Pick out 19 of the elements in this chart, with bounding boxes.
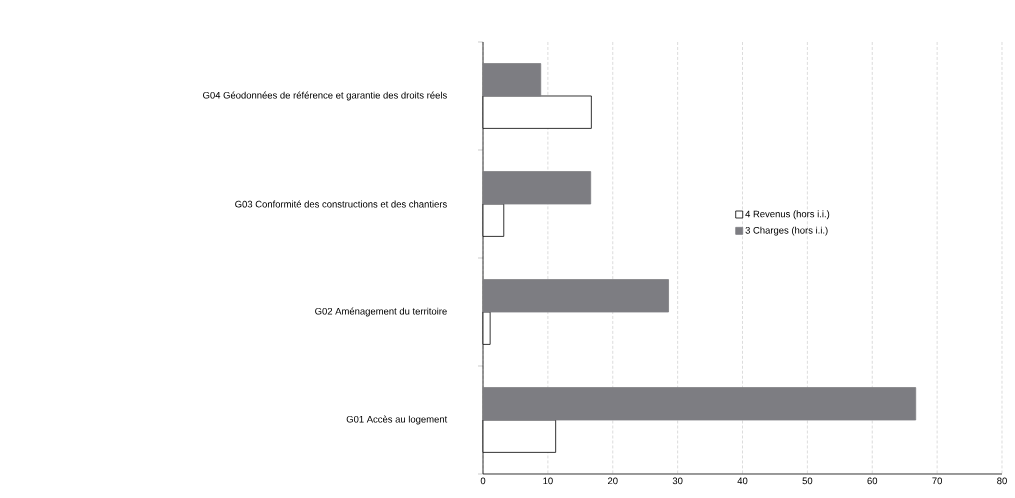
x-tick-label: 40	[737, 477, 748, 485]
x-tick-label: 70	[932, 477, 943, 485]
bar	[482, 279, 669, 313]
bar	[482, 387, 917, 421]
x-tick-label: 60	[867, 477, 878, 485]
x-tick-label: 50	[802, 477, 813, 485]
x-tick-label: 80	[997, 477, 1007, 485]
y-tick-label: G01 Accès au logement	[346, 415, 448, 425]
y-tick-label: G02 Aménagement du territoire	[315, 307, 447, 317]
x-tick-label: 0	[480, 477, 486, 485]
legend-label: 3 Charges (hors i.i.)	[745, 226, 828, 236]
x-tick-label: 30	[672, 477, 683, 485]
bar	[482, 171, 592, 205]
y-tick-label: G03 Conformité des constructions et des chantiers	[235, 200, 447, 208]
y-tick-label: G04 Géodonnées de référence et garantie des droits réels	[203, 91, 447, 101]
bar	[482, 63, 542, 97]
x-tick-label: 20	[607, 477, 618, 485]
x-tick-label: 10	[543, 477, 553, 485]
legend-label: 4 Revenus (hors i.i.)	[745, 210, 830, 220]
